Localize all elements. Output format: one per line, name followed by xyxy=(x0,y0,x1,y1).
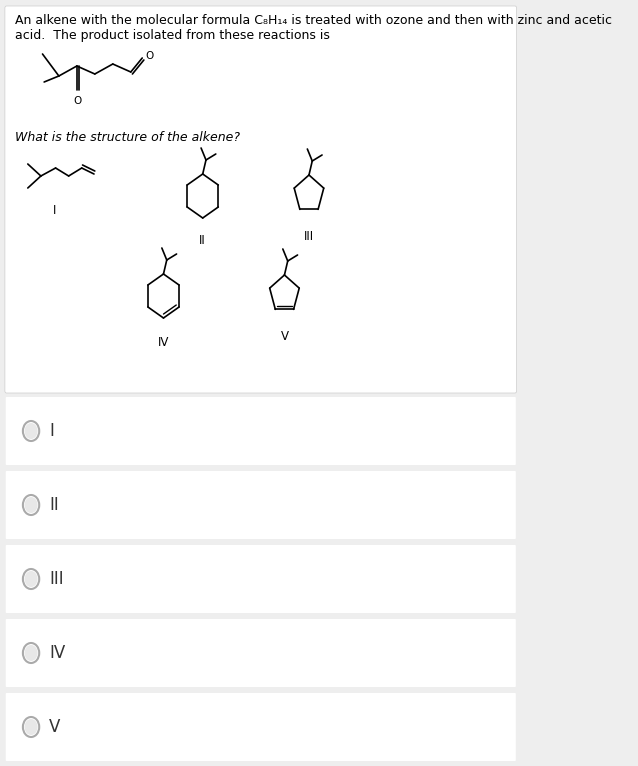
Text: V: V xyxy=(281,330,288,343)
Text: O: O xyxy=(73,96,82,106)
Text: V: V xyxy=(49,718,61,736)
Text: What is the structure of the alkene?: What is the structure of the alkene? xyxy=(15,131,240,144)
Text: I: I xyxy=(53,204,56,217)
FancyBboxPatch shape xyxy=(6,397,516,465)
Circle shape xyxy=(24,423,38,439)
Text: II: II xyxy=(199,234,206,247)
Text: III: III xyxy=(304,230,314,243)
Circle shape xyxy=(24,645,38,661)
Text: III: III xyxy=(49,570,64,588)
Text: O: O xyxy=(145,51,154,61)
FancyBboxPatch shape xyxy=(6,545,516,613)
Circle shape xyxy=(24,719,38,735)
Circle shape xyxy=(24,571,38,587)
FancyBboxPatch shape xyxy=(6,619,516,687)
Text: II: II xyxy=(49,496,59,514)
FancyBboxPatch shape xyxy=(6,471,516,539)
FancyBboxPatch shape xyxy=(5,6,517,393)
Text: IV: IV xyxy=(49,644,65,662)
FancyBboxPatch shape xyxy=(6,693,516,761)
Circle shape xyxy=(24,497,38,513)
Text: I: I xyxy=(49,422,54,440)
Text: IV: IV xyxy=(158,336,169,349)
Text: An alkene with the molecular formula C₈H₁₄ is treated with ozone and then with z: An alkene with the molecular formula C₈H… xyxy=(15,14,612,42)
